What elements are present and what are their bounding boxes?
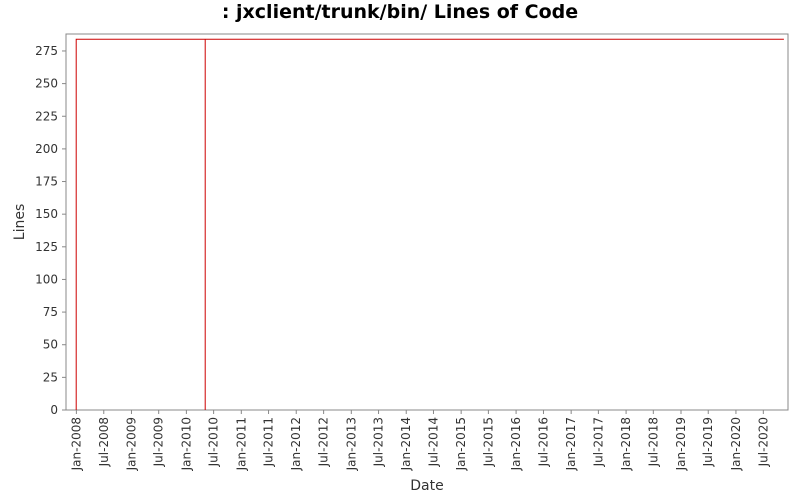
- y-tick-label: 225: [35, 109, 58, 123]
- x-tick-label: Jan-2013: [344, 417, 358, 471]
- x-tick-label: Jan-2011: [234, 417, 248, 471]
- y-tick-label: 275: [35, 44, 58, 58]
- plot-area: [65, 33, 789, 411]
- x-tick-label: Jan-2016: [509, 417, 523, 471]
- y-tick-label: 100: [35, 272, 58, 286]
- series-line: [75, 38, 784, 410]
- x-tick-label: Jul-2010: [207, 417, 221, 467]
- x-tick-label: Jul-2016: [536, 417, 550, 467]
- y-tick-label: 250: [35, 77, 58, 91]
- x-tick-label: Jul-2012: [317, 417, 331, 467]
- y-tick-label: 75: [43, 305, 58, 319]
- x-tick-label: Jul-2011: [262, 417, 276, 467]
- y-axis-label: Lines: [12, 204, 28, 240]
- x-tick-label: Jul-2015: [481, 417, 495, 467]
- x-tick-label: Jan-2008: [69, 417, 83, 471]
- x-tick-label: Jul-2008: [97, 417, 111, 467]
- x-tick-label: Jul-2018: [646, 417, 660, 467]
- x-axis: Jan-2008 Jul-2008 Jan-2009 Jul-2009 Jan-2010…: [69, 410, 770, 471]
- y-axis: 0 25 50 75 100 125 150 175 200 225 250 275: [35, 44, 66, 417]
- x-tick-label: Jan-2018: [619, 417, 633, 471]
- y-tick-label: 175: [35, 175, 58, 189]
- x-tick-label: Jul-2009: [152, 417, 166, 467]
- y-tick-label: 0: [50, 403, 58, 417]
- y-tick-label: 25: [43, 370, 58, 384]
- x-tick-label: Jul-2014: [426, 417, 440, 467]
- series-layer: [75, 38, 784, 410]
- x-tick-label: Jan-2010: [179, 417, 193, 471]
- x-tick-label: Jul-2019: [701, 417, 715, 467]
- x-tick-label: Jul-2017: [591, 417, 605, 467]
- x-tick-label: Jul-2013: [372, 417, 386, 467]
- x-tick-label: Jan-2012: [289, 417, 303, 471]
- y-tick-label: 50: [43, 338, 58, 352]
- chart-title: : jxclient/trunk/bin/ Lines of Code: [221, 1, 579, 23]
- x-tick-label: Jan-2015: [454, 417, 468, 471]
- x-tick-label: Jan-2019: [674, 417, 688, 471]
- x-tick-label: Jan-2017: [564, 417, 578, 471]
- x-tick-label: Jan-2014: [399, 417, 413, 471]
- x-axis-label: Date: [410, 478, 443, 494]
- x-tick-label: Jan-2009: [124, 417, 138, 471]
- y-tick-label: 200: [35, 142, 58, 156]
- x-tick-label: Jan-2020: [729, 417, 743, 471]
- y-tick-label: 150: [35, 207, 58, 221]
- x-tick-label: Jul-2020: [756, 417, 770, 467]
- y-tick-label: 125: [35, 240, 58, 254]
